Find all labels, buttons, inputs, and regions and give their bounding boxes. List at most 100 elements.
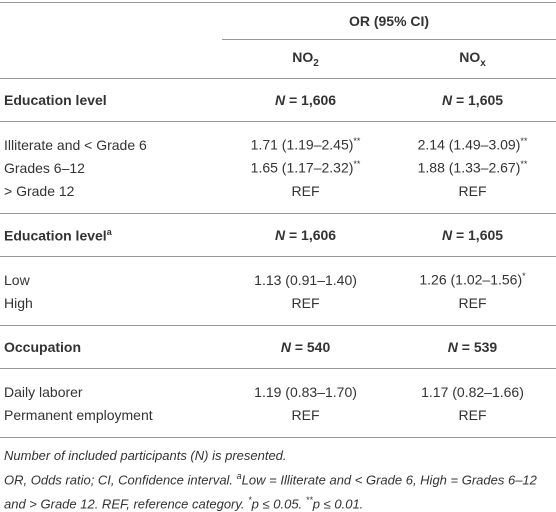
column-header: NOx [389,39,556,79]
section-sup: a [106,226,112,237]
note-sup: a [236,471,242,481]
value-cell: 1.71 (1.19–2.45)** [222,121,390,156]
value: 1.13 (0.91–1.40) [254,271,357,288]
n-value: = 540 [294,339,331,355]
value: REF [458,182,487,199]
row-label: Grades 6–12 [4,159,85,176]
data-row: Low 1.13 (0.91–1.40) 1.26 (1.02–1.56)* [0,256,556,291]
empty-cell [0,40,222,79]
value: 1.19 (0.83–1.70) [254,383,357,400]
n-symbol: N [274,92,286,108]
section-row: Education levela N = 1,606 N = 1,605 [0,213,556,257]
n-symbol: N [274,227,286,243]
row-label: Low [0,256,223,291]
header-row: NO2 NOx [0,39,556,79]
section-label: Education levela [0,213,223,257]
data-row: Grades 6–12 1.65 (1.17–2.32)** 1.88 (1.33–… [0,156,556,179]
value-cell: REF [222,291,389,326]
column-main: NO [459,49,481,66]
note-text: Number of included participants (N) is p… [4,448,287,463]
value: 1.88 (1.33–2.67) [417,159,521,176]
header-row: OR (95% CI) [0,2,556,40]
value: 1.26 (1.02–1.56) [419,271,523,288]
n-symbol: N [441,92,453,108]
data-row: Permanent employment REF REF [0,403,556,437]
n-cell: N = 1,605 [389,78,556,122]
n-symbol: N [280,339,291,355]
value-sup: ** [353,159,361,170]
value: REF [291,406,320,423]
section-text: Education level [4,92,107,108]
value: 1.65 (1.17–2.32) [250,159,354,176]
value-sup: ** [520,136,528,147]
data-row: Daily laborer 1.19 (0.83–1.70) 1.17 (0.82–… [0,368,556,403]
n-value: = 1,606 [288,227,337,243]
value-sup: ** [353,136,361,147]
row-label: > Grade 12 [4,182,75,199]
value-sup: ** [520,159,528,170]
section-text: Education level [4,227,107,244]
value: REF [458,406,487,423]
data-row: High REF REF [0,291,556,326]
value: REF [291,182,320,199]
section-row: Occupation N = 540 N = 539 [0,325,556,369]
section-text: Occupation [4,339,82,355]
value-cell: REF [222,179,389,214]
column-sub: x [480,57,486,69]
value-cell: 1.13 (0.91–1.40) [222,256,390,291]
n-symbol: N [447,339,458,355]
empty-cell [0,3,222,40]
note-text: p ≤ 0.05. [251,496,306,512]
notes: Number of included participants (N) is p… [0,437,556,512]
value: 1.71 (1.19–2.45) [250,136,354,153]
value: REF [291,294,320,311]
n-value: = 539 [461,339,498,355]
note-text: OR, Odds ratio; CI, Confidence interval. [4,472,237,488]
table: OR (95% CI) NO2 NOx Education level N = 1,60… [0,2,556,437]
value: 1.17 (0.82–1.66) [421,383,524,400]
n-value: = 1,605 [455,92,504,108]
row-label: High [4,294,33,311]
table-body: OR (95% CI) NO2 NOx Education level N = 1,60… [0,2,556,438]
note-text: p ≤ 0.01. [312,496,364,512]
column-header: NO2 [222,39,390,79]
section-label: Education level [0,78,223,122]
row-label: Illiterate and < Grade 6 [0,121,223,156]
note: OR, Odds ratio; CI, Confidence interval.… [4,466,552,512]
group-header: OR (95% CI) [222,2,556,40]
value-cell: 2.14 (1.49–3.09)** [389,121,556,156]
note-text: Low = Illiterate and < Grade 6, High = G… [4,472,537,512]
n-cell: N = 1,606 [222,78,390,122]
section-row: Education level N = 1,606 N = 1,605 [0,78,556,122]
value-cell: 1.19 (0.83–1.70) [222,368,390,403]
column-main: NO [292,49,314,66]
note-sup: ** [305,495,313,506]
n-value: = 1,606 [288,92,337,108]
row-label: Permanent employment [4,406,153,423]
value-cell: REF [222,403,389,437]
n-value: = 1,605 [455,227,504,243]
note: Number of included participants (N) is p… [4,446,552,466]
row-label: Daily laborer [0,368,223,403]
value: REF [458,294,487,311]
value-sup: * [522,271,526,282]
value-cell: 1.17 (0.82–1.66) [389,368,556,403]
value-cell: REF [389,179,556,214]
value: 2.14 (1.49–3.09) [417,136,521,153]
value-cell: 1.88 (1.33–2.67)** [389,156,556,179]
value-cell: REF [389,291,556,326]
value-cell: 1.65 (1.17–2.32)** [222,156,389,179]
column-sub: 2 [313,57,319,69]
section-label: Occupation [0,325,223,369]
value-cell: 1.26 (1.02–1.56)* [389,256,556,291]
data-row: > Grade 12 REF REF [0,179,556,214]
n-cell: N = 1,606 [222,213,390,257]
data-row: Illiterate and < Grade 6 1.71 (1.19–2.45)… [0,121,556,156]
value-cell: REF [389,403,556,437]
n-cell: N = 540 [222,325,390,369]
n-cell: N = 539 [389,325,556,369]
n-cell: N = 1,605 [389,213,556,257]
n-symbol: N [441,227,453,243]
note-sup: * [248,495,252,506]
